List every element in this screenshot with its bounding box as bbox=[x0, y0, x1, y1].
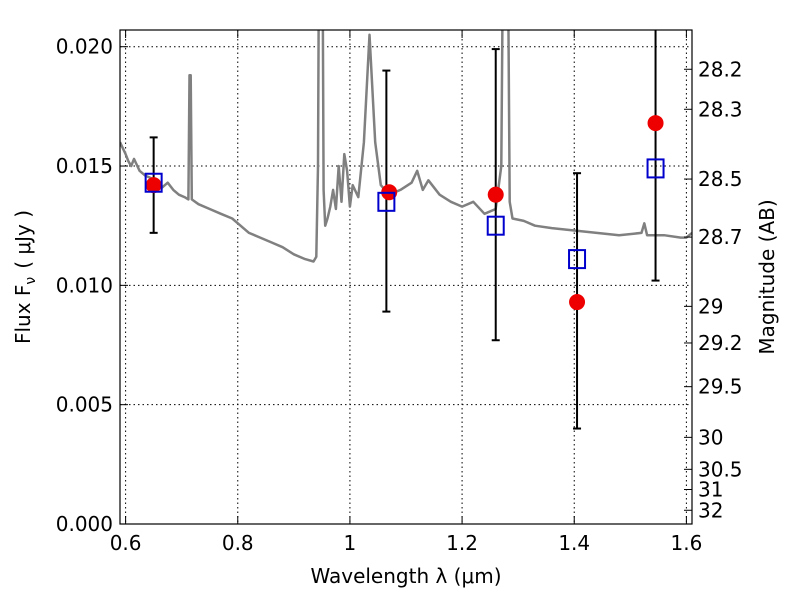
x-tick-label: 1.2 bbox=[446, 531, 478, 555]
model-point bbox=[377, 191, 396, 212]
error-bars bbox=[149, 30, 660, 430]
x-tick-label: 1.6 bbox=[670, 531, 702, 555]
observed-point bbox=[487, 186, 504, 203]
y2-tick-label: 29.2 bbox=[698, 331, 743, 355]
y-tick-label: 0.005 bbox=[56, 393, 113, 417]
axis-ticks bbox=[120, 30, 692, 525]
model-point bbox=[646, 158, 665, 179]
model-points bbox=[144, 158, 665, 270]
y2-tick-label: 29 bbox=[698, 294, 723, 318]
y-axis-title: Flux Fν ( μJy ) bbox=[11, 210, 39, 344]
plot-area bbox=[120, 30, 692, 430]
y2-tick-label: 28.7 bbox=[698, 225, 743, 249]
observed-point bbox=[647, 115, 664, 132]
y-tick-label: 0.010 bbox=[56, 273, 113, 297]
y2-tick-label: 28.3 bbox=[698, 97, 743, 121]
x-tick-label: 0.6 bbox=[110, 531, 142, 555]
y2-tick-label: 29.5 bbox=[698, 375, 743, 399]
x-tick-label: 0.8 bbox=[222, 531, 254, 555]
y-axis-title-unit: ( μJy ) bbox=[11, 210, 35, 269]
x-tick-label: 1.4 bbox=[558, 531, 590, 555]
y-tick-label: 0.000 bbox=[56, 512, 113, 536]
y2-tick-label: 30.5 bbox=[698, 457, 743, 481]
axes-frame bbox=[119, 29, 693, 525]
y-tick-label: 0.015 bbox=[56, 154, 113, 178]
observed-point bbox=[569, 294, 586, 311]
y2-tick-label: 31 bbox=[698, 478, 723, 502]
y-axis-title-main: Flux F bbox=[11, 285, 35, 344]
model-spectrum-line bbox=[120, 30, 692, 263]
model-point bbox=[568, 249, 587, 270]
model-point bbox=[144, 172, 163, 193]
y2-tick-label: 28.5 bbox=[698, 167, 743, 191]
y2-tick-label: 28.2 bbox=[698, 57, 743, 81]
y2-tick-label: 30 bbox=[698, 425, 723, 449]
axis-tick-labels: 0.6 0.8 1 1.2 1.4 1.6 0.000 0.005 0.010 0.015 0.02… bbox=[56, 35, 743, 555]
observed-point bbox=[145, 177, 162, 194]
x-tick-label: 1 bbox=[344, 531, 357, 555]
grid-lines bbox=[120, 30, 692, 525]
x-axis-title: Wavelength λ (μm) bbox=[310, 564, 501, 588]
model-point bbox=[486, 215, 505, 236]
y-axis-title-subscript: ν bbox=[23, 277, 39, 285]
y-tick-label: 0.020 bbox=[56, 35, 113, 59]
y2-axis-title: Magnitude (AB) bbox=[755, 199, 779, 354]
observed-points bbox=[145, 115, 664, 311]
y2-tick-label: 32 bbox=[698, 498, 723, 522]
